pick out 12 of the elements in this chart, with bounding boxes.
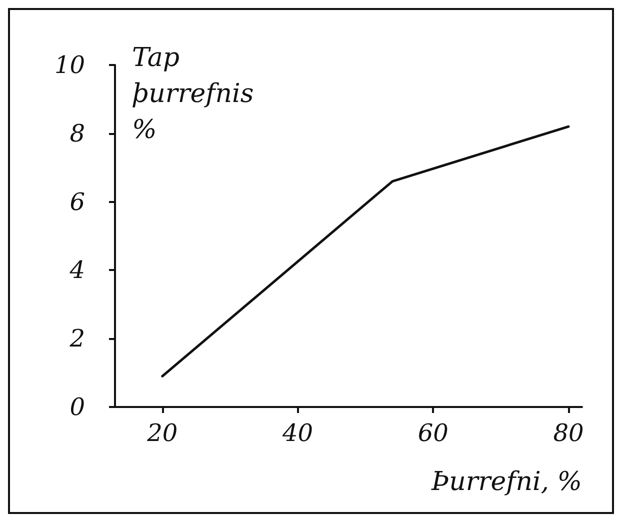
x-tick-label: 20	[146, 419, 178, 447]
x-tick-label: 40	[281, 419, 314, 447]
x-tick-label: 60	[418, 419, 448, 447]
y-axis-title: Tap þurrefnis %	[132, 43, 254, 145]
y-tick-label: 0	[70, 393, 85, 421]
y-tick-label: 8	[70, 119, 85, 148]
y-tick-label: 6	[70, 188, 85, 216]
x-tick-label: 80	[553, 419, 584, 447]
y-tick-label: 10	[54, 51, 85, 79]
y-tick-label: 4	[68, 256, 85, 284]
y-tick-label: 2	[68, 324, 85, 353]
x-axis-title: Þurrefni, %	[430, 467, 582, 497]
